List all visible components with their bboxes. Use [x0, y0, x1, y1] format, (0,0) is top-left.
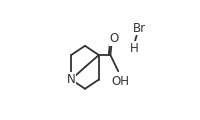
Text: H: H — [129, 42, 138, 55]
Text: OH: OH — [111, 75, 128, 88]
Text: Br: Br — [132, 22, 145, 35]
Text: O: O — [109, 32, 118, 45]
Text: N: N — [66, 73, 75, 86]
